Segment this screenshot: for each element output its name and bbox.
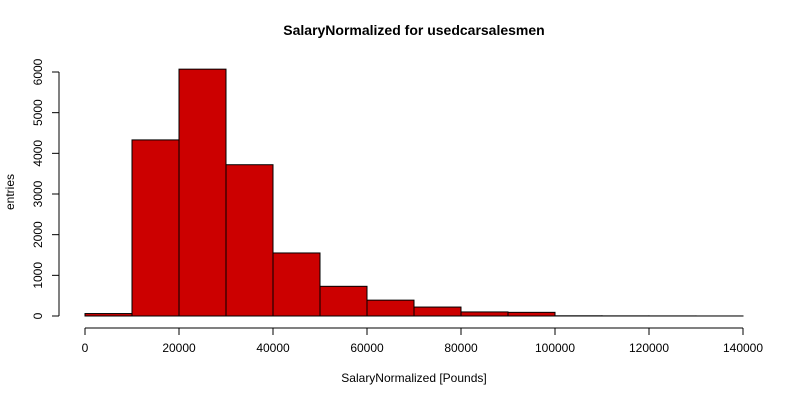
x-axis: 0 20000 40000 60000 80000 100000 120000 140000 bbox=[82, 327, 763, 355]
x-tick-label: 60000 bbox=[350, 341, 384, 355]
x-tick-label: 40000 bbox=[256, 341, 290, 355]
chart-title: SalaryNormalized for usedcarsalesmen bbox=[283, 22, 544, 38]
x-tick-label: 100000 bbox=[535, 341, 575, 355]
x-tick-label: 140000 bbox=[723, 341, 763, 355]
x-tick-label: 80000 bbox=[444, 341, 478, 355]
y-tick-label: 4000 bbox=[31, 140, 45, 167]
y-tick-label: 1000 bbox=[31, 262, 45, 289]
bars-group bbox=[84, 68, 744, 317]
x-axis-label: SalaryNormalized [Pounds] bbox=[341, 371, 486, 385]
y-axis-label: entries bbox=[3, 174, 17, 210]
y-tick-label: 0 bbox=[31, 312, 45, 319]
x-tick-label: 0 bbox=[82, 341, 89, 355]
y-tick-label: 3000 bbox=[31, 180, 45, 207]
histogram-bar bbox=[131, 139, 180, 317]
histogram-bar bbox=[272, 252, 321, 317]
histogram-bar bbox=[225, 164, 274, 317]
histogram-bar bbox=[413, 306, 462, 317]
histogram-bar bbox=[460, 311, 509, 317]
x-tick-label: 120000 bbox=[629, 341, 669, 355]
y-tick-label: 6000 bbox=[31, 58, 45, 85]
histogram-bar bbox=[507, 311, 556, 317]
histogram-bar bbox=[319, 285, 368, 317]
y-tick-label: 2000 bbox=[31, 221, 45, 248]
histogram-bar bbox=[366, 299, 415, 317]
x-tick-label: 20000 bbox=[162, 341, 196, 355]
y-axis: 0 1000 2000 3000 4000 5000 6000 bbox=[31, 58, 60, 319]
histogram-bar bbox=[178, 68, 227, 317]
y-tick-label: 5000 bbox=[31, 99, 45, 126]
histogram-bar bbox=[84, 313, 133, 317]
